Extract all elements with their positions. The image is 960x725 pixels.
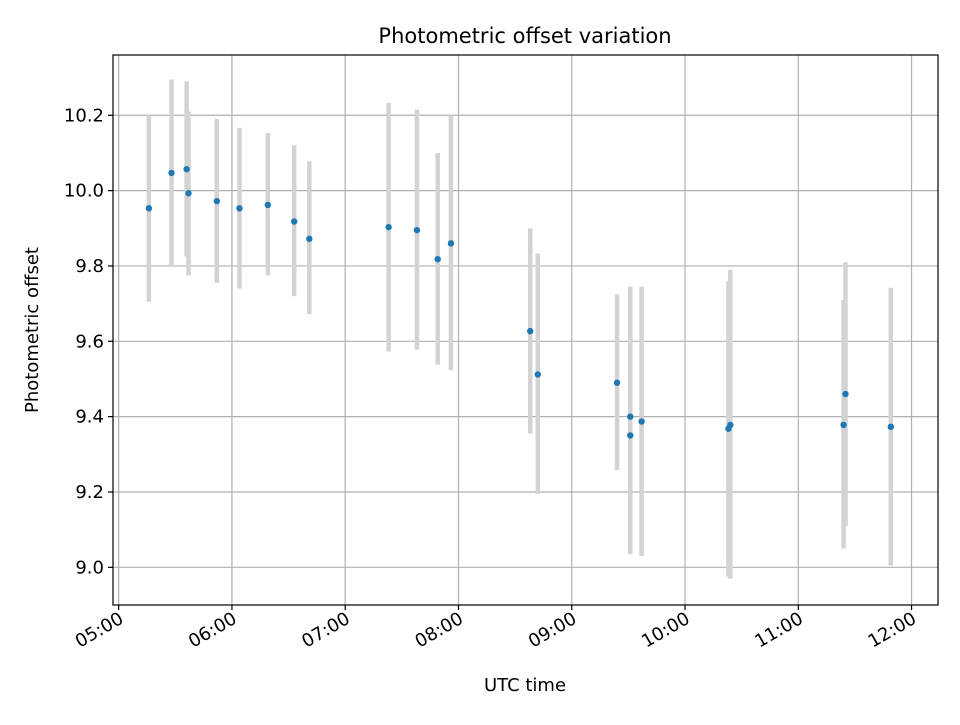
x-axis-title: UTC time [484,675,566,696]
data-point [213,197,221,205]
data-point [185,190,192,197]
data-point [727,421,734,429]
data-point [306,235,313,243]
y-tick-label: 9.6 [75,331,104,352]
plot-frame [112,54,939,606]
data-point [842,390,849,398]
y-axis-title: Photometric offset [22,247,43,413]
y-tick-label: 9.8 [75,256,104,277]
data-point [168,169,175,177]
grid [113,55,938,605]
data-point [527,327,534,335]
y-tick-label: 9.0 [75,557,104,578]
data-point [183,165,190,173]
y-tick-label: 9.2 [75,482,104,503]
data-point [627,413,634,420]
data-point [145,205,153,212]
data-point [434,255,441,263]
data-point [627,432,634,439]
data-point [385,223,392,231]
y-tick-label: 10.2 [64,105,104,126]
data-point [840,421,847,429]
data-point [534,371,541,378]
y-tick-label: 9.4 [75,407,104,428]
data-point [291,218,298,225]
data-point [264,201,272,209]
data-point [447,240,455,247]
y-tick-label: 10.0 [64,181,104,202]
data-point [236,205,243,212]
data-point [413,226,421,234]
data-point [887,423,895,431]
chart-title: Photometric offset variation [378,24,671,48]
data-point [613,379,621,386]
data-point [638,418,645,425]
data-points [145,165,895,439]
y-axis-ticks: 9.0 9.2 9.4 9.6 9.8 10.0 10.2 [64,105,113,578]
